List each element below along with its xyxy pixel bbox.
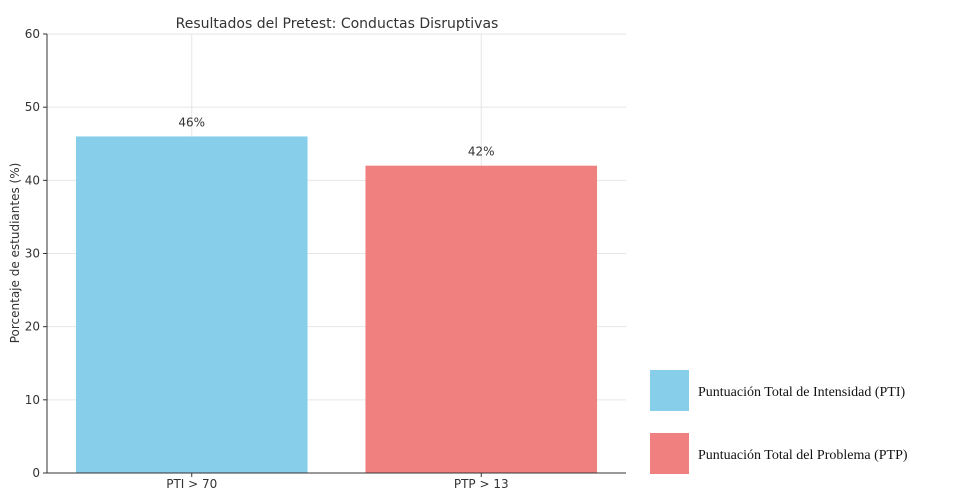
y-tick-label: 0 [32, 466, 40, 480]
legend-swatch [650, 370, 689, 411]
bar-value-label: 42% [468, 145, 495, 159]
legend-swatch [650, 433, 689, 474]
y-tick-label: 30 [25, 247, 40, 261]
y-tick-label: 40 [25, 173, 40, 187]
legend: Puntuación Total de Intensidad (PTI) Punt… [650, 370, 908, 474]
bars-group [75, 136, 598, 473]
x-axis-ticks: PTI > 70 PTP > 13 [166, 473, 509, 488]
bar-value-labels: 46% 42% [178, 115, 494, 158]
bar-value-label: 46% [178, 115, 205, 129]
x-tick-label: PTP > 13 [454, 477, 509, 488]
y-tick-label: 10 [25, 393, 40, 407]
y-tick-label: 20 [25, 320, 40, 334]
legend-label: Puntuación Total del Problema (PTP) [698, 448, 908, 463]
bar [75, 136, 308, 473]
chart-title: Resultados del Pretest: Conductas Disrup… [176, 16, 499, 32]
y-tick-label: 60 [25, 27, 40, 41]
legend-label: Puntuación Total de Intensidad (PTI) [698, 385, 906, 400]
y-axis-label: Porcentaje de estudiantes (%) [8, 163, 22, 344]
y-axis-ticks: 0 10 20 30 40 50 60 [25, 27, 47, 480]
y-tick-label: 50 [25, 100, 40, 114]
x-tick-label: PTI > 70 [166, 477, 217, 488]
bar [365, 165, 598, 473]
